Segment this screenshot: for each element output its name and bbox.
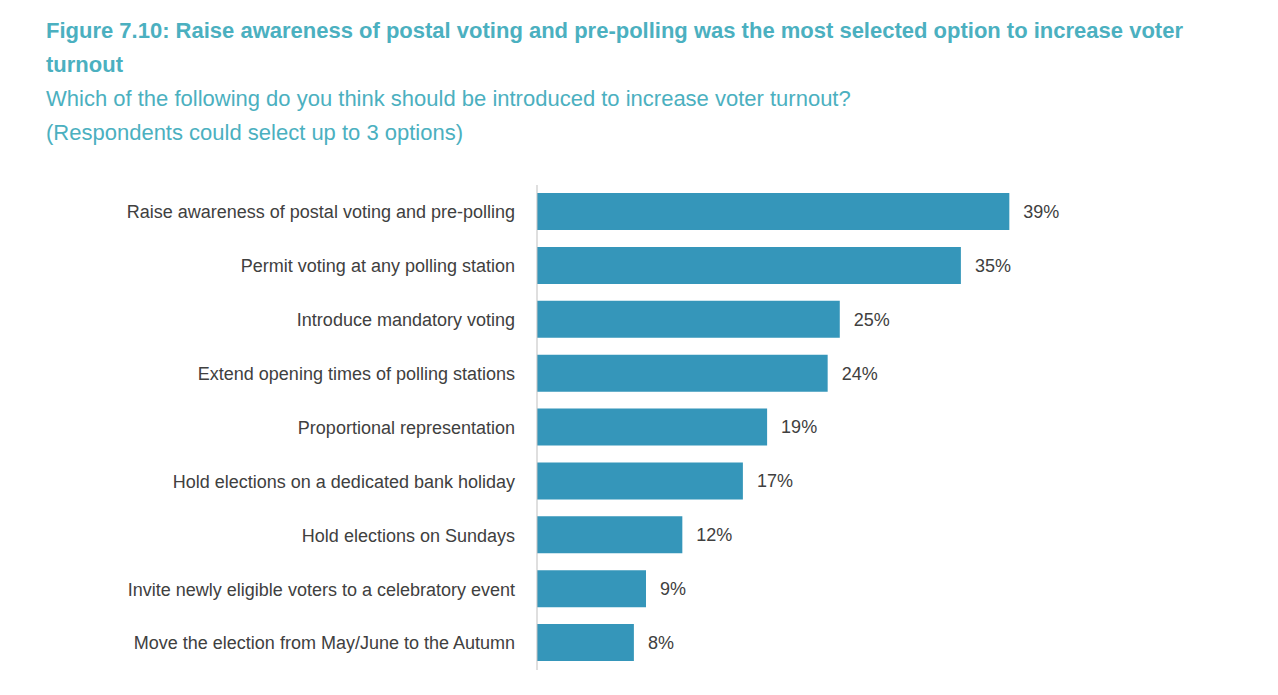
- svg-text:24%: 24%: [842, 364, 878, 384]
- html-text:Figure 7.10: Raise awareness o: Figure 7.10: Raise awareness of postal v…: [46, 18, 1183, 77]
- svg-text:Invite newly eligible voters t: Invite newly eligible voters to a celebr…: [128, 580, 515, 600]
- svg-text:Proportional representation: Proportional representation: [298, 418, 515, 438]
- svg-text:Permit voting at any polling s: Permit voting at any polling station: [241, 256, 515, 276]
- svg-text:9%: 9%: [660, 579, 686, 599]
- svg-text:12%: 12%: [696, 525, 732, 545]
- html-text:Which of the following do you: Which of the following do you think shou…: [46, 86, 851, 111]
- svg-text:8%: 8%: [648, 633, 674, 653]
- html-text:(Respondents could select up t: (Respondents could select up to 3 option…: [46, 120, 463, 145]
- svg-text:Move the election from May/Jun: Move the election from May/June to the A…: [134, 633, 515, 653]
- svg-text:19%: 19%: [781, 417, 817, 437]
- svg-text:Introduce mandatory voting: Introduce mandatory voting: [297, 310, 515, 330]
- svg-text:25%: 25%: [854, 310, 890, 330]
- svg-text:35%: 35%: [975, 256, 1011, 276]
- svg-text:Extend opening times of pollin: Extend opening times of polling stations: [198, 364, 515, 384]
- svg-text:Hold elections on Sundays: Hold elections on Sundays: [302, 526, 515, 546]
- svg-text:Hold elections on a dedicated: Hold elections on a dedicated bank holid…: [173, 472, 515, 492]
- svg-text:39%: 39%: [1023, 202, 1059, 222]
- svg-text:Raise awareness of postal voti: Raise awareness of postal voting and pre…: [127, 202, 515, 222]
- svg-text:17%: 17%: [757, 471, 793, 491]
